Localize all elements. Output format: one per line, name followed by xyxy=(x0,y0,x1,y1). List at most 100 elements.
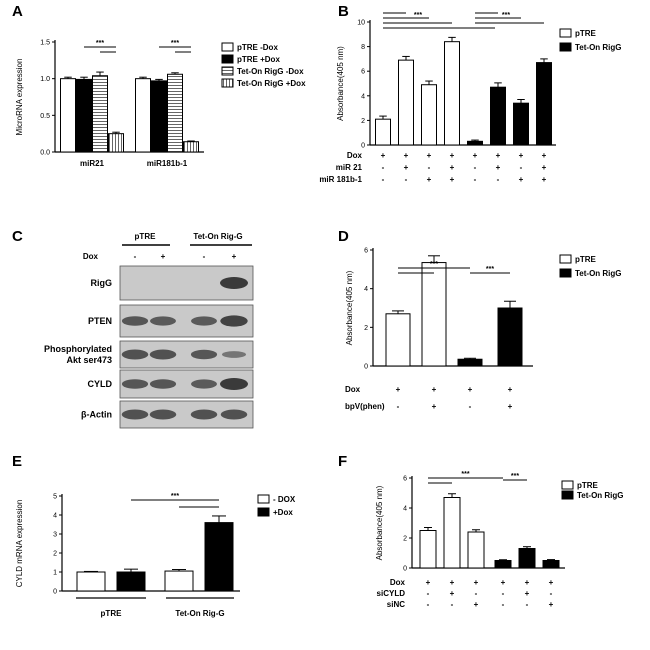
condition-sign: + xyxy=(427,175,432,184)
condition-sign: - xyxy=(502,600,505,609)
dox-label: Dox xyxy=(83,252,99,261)
condition-sign: + xyxy=(542,151,547,160)
condition-sign: + xyxy=(549,600,554,609)
bar xyxy=(497,307,523,367)
panel-letter: B xyxy=(338,3,349,20)
legend-label: +Dox xyxy=(273,508,293,517)
legend-swatch xyxy=(559,254,572,264)
legend-label: pTRE -Dox xyxy=(237,43,278,52)
condition-sign: + xyxy=(525,589,530,598)
blot-band xyxy=(150,316,176,326)
blot-band xyxy=(121,379,149,389)
condition-sign: + xyxy=(381,151,386,160)
significance-stars: *** xyxy=(502,12,510,19)
condition-sign: + xyxy=(427,151,432,160)
panel-a: A 0.0 0.5 1.0 1.5 MicroRNA expression miR21 miR… xyxy=(12,3,306,168)
y-axis-label: Absorbance(405 nm) xyxy=(336,46,345,121)
bar xyxy=(513,102,529,146)
y-tick-label: 1 xyxy=(53,570,57,577)
condition-sign: - xyxy=(469,402,472,411)
condition-sign: + xyxy=(432,402,437,411)
legend-label: pTRE xyxy=(575,29,597,38)
condition-sign: + xyxy=(396,385,401,394)
bar xyxy=(421,262,447,367)
y-axis-label: MicroRNA expression xyxy=(15,59,24,136)
blot-row-label: β-Actin xyxy=(81,410,112,420)
y-axis-label: CYLD mRNA expression xyxy=(15,500,24,588)
blot-band xyxy=(191,379,217,389)
condition-sign: - xyxy=(428,163,431,172)
condition-sign: + xyxy=(404,151,409,160)
y-tick-label: 4 xyxy=(364,286,368,293)
y-tick-label: 2 xyxy=(403,536,407,543)
bar xyxy=(444,41,460,146)
blot-band xyxy=(149,409,177,420)
condition-label: miR 181b-1 xyxy=(319,175,362,184)
condition-sign: + xyxy=(496,163,501,172)
condition-label: bpV(phen) xyxy=(345,402,385,411)
bar xyxy=(60,78,76,153)
condition-sign: + xyxy=(450,175,455,184)
condition-sign: + xyxy=(473,151,478,160)
legend-swatch xyxy=(257,507,270,517)
y-tick-label: 2 xyxy=(364,325,368,332)
legend-swatch xyxy=(221,78,234,88)
y-tick-label: 6 xyxy=(364,248,368,255)
category-label: Tet-On Rig-G xyxy=(175,609,224,618)
condition-sign: - xyxy=(526,600,529,609)
bar xyxy=(385,313,411,367)
blot-row-label: RigG xyxy=(91,278,113,288)
legend-swatch xyxy=(257,494,270,504)
legend-label: pTRE xyxy=(577,481,599,490)
bar xyxy=(167,73,183,153)
blot-row-label: Akt ser473 xyxy=(66,355,112,365)
y-tick-label: 0 xyxy=(364,364,368,371)
condition-sign: + xyxy=(426,578,431,587)
significance-stars: *** xyxy=(461,471,469,478)
panel-letter: D xyxy=(338,228,349,245)
panel-d: D 0 2 4 6 Absorbance(405 nm) *** *** Dox + + + + bpV(… xyxy=(338,228,622,411)
condition-sign: + xyxy=(450,578,455,587)
condition-sign: + xyxy=(542,175,547,184)
bar xyxy=(204,522,234,592)
bar xyxy=(183,141,199,153)
blot-band xyxy=(121,316,149,326)
panel-f: F 0 2 4 6 Absorbance(405 nm) *** *** Dox + + + + + + si… xyxy=(338,453,624,609)
condition-sign: + xyxy=(450,151,455,160)
bar xyxy=(494,560,512,569)
condition-sign: - xyxy=(520,163,523,172)
significance-stars: *** xyxy=(414,12,422,19)
condition-label: Dox xyxy=(347,151,363,160)
condition-sign: - xyxy=(382,163,385,172)
condition-sign: - xyxy=(475,589,478,598)
y-tick-label: 3 xyxy=(53,532,57,539)
bar xyxy=(398,59,414,146)
condition-sign: + xyxy=(432,385,437,394)
condition-label: siNC xyxy=(387,600,405,609)
blot-band xyxy=(220,277,248,289)
legend-label: pTRE xyxy=(575,255,597,264)
category-label: pTRE xyxy=(101,609,123,618)
y-tick-label: 4 xyxy=(361,93,365,100)
condition-sign: - xyxy=(427,589,430,598)
condition-sign: - xyxy=(550,589,553,598)
condition-sign: - xyxy=(502,589,505,598)
y-tick-label: 0.5 xyxy=(40,113,50,120)
condition-sign: + xyxy=(501,578,506,587)
condition-sign: + xyxy=(474,578,479,587)
bar xyxy=(467,140,483,146)
condition-label: miR 21 xyxy=(336,163,363,172)
condition-sign: - xyxy=(397,402,400,411)
legend-label: - DOX xyxy=(273,495,296,504)
blot-row-label: PTEN xyxy=(88,316,112,326)
bar xyxy=(490,86,506,146)
condition-sign: + xyxy=(450,163,455,172)
legend-swatch xyxy=(559,268,572,278)
blot-band xyxy=(149,349,177,360)
condition-sign: + xyxy=(404,163,409,172)
bar xyxy=(108,133,124,153)
blot-row-label: Phosphorylated xyxy=(44,344,112,354)
blot-band xyxy=(220,315,248,327)
